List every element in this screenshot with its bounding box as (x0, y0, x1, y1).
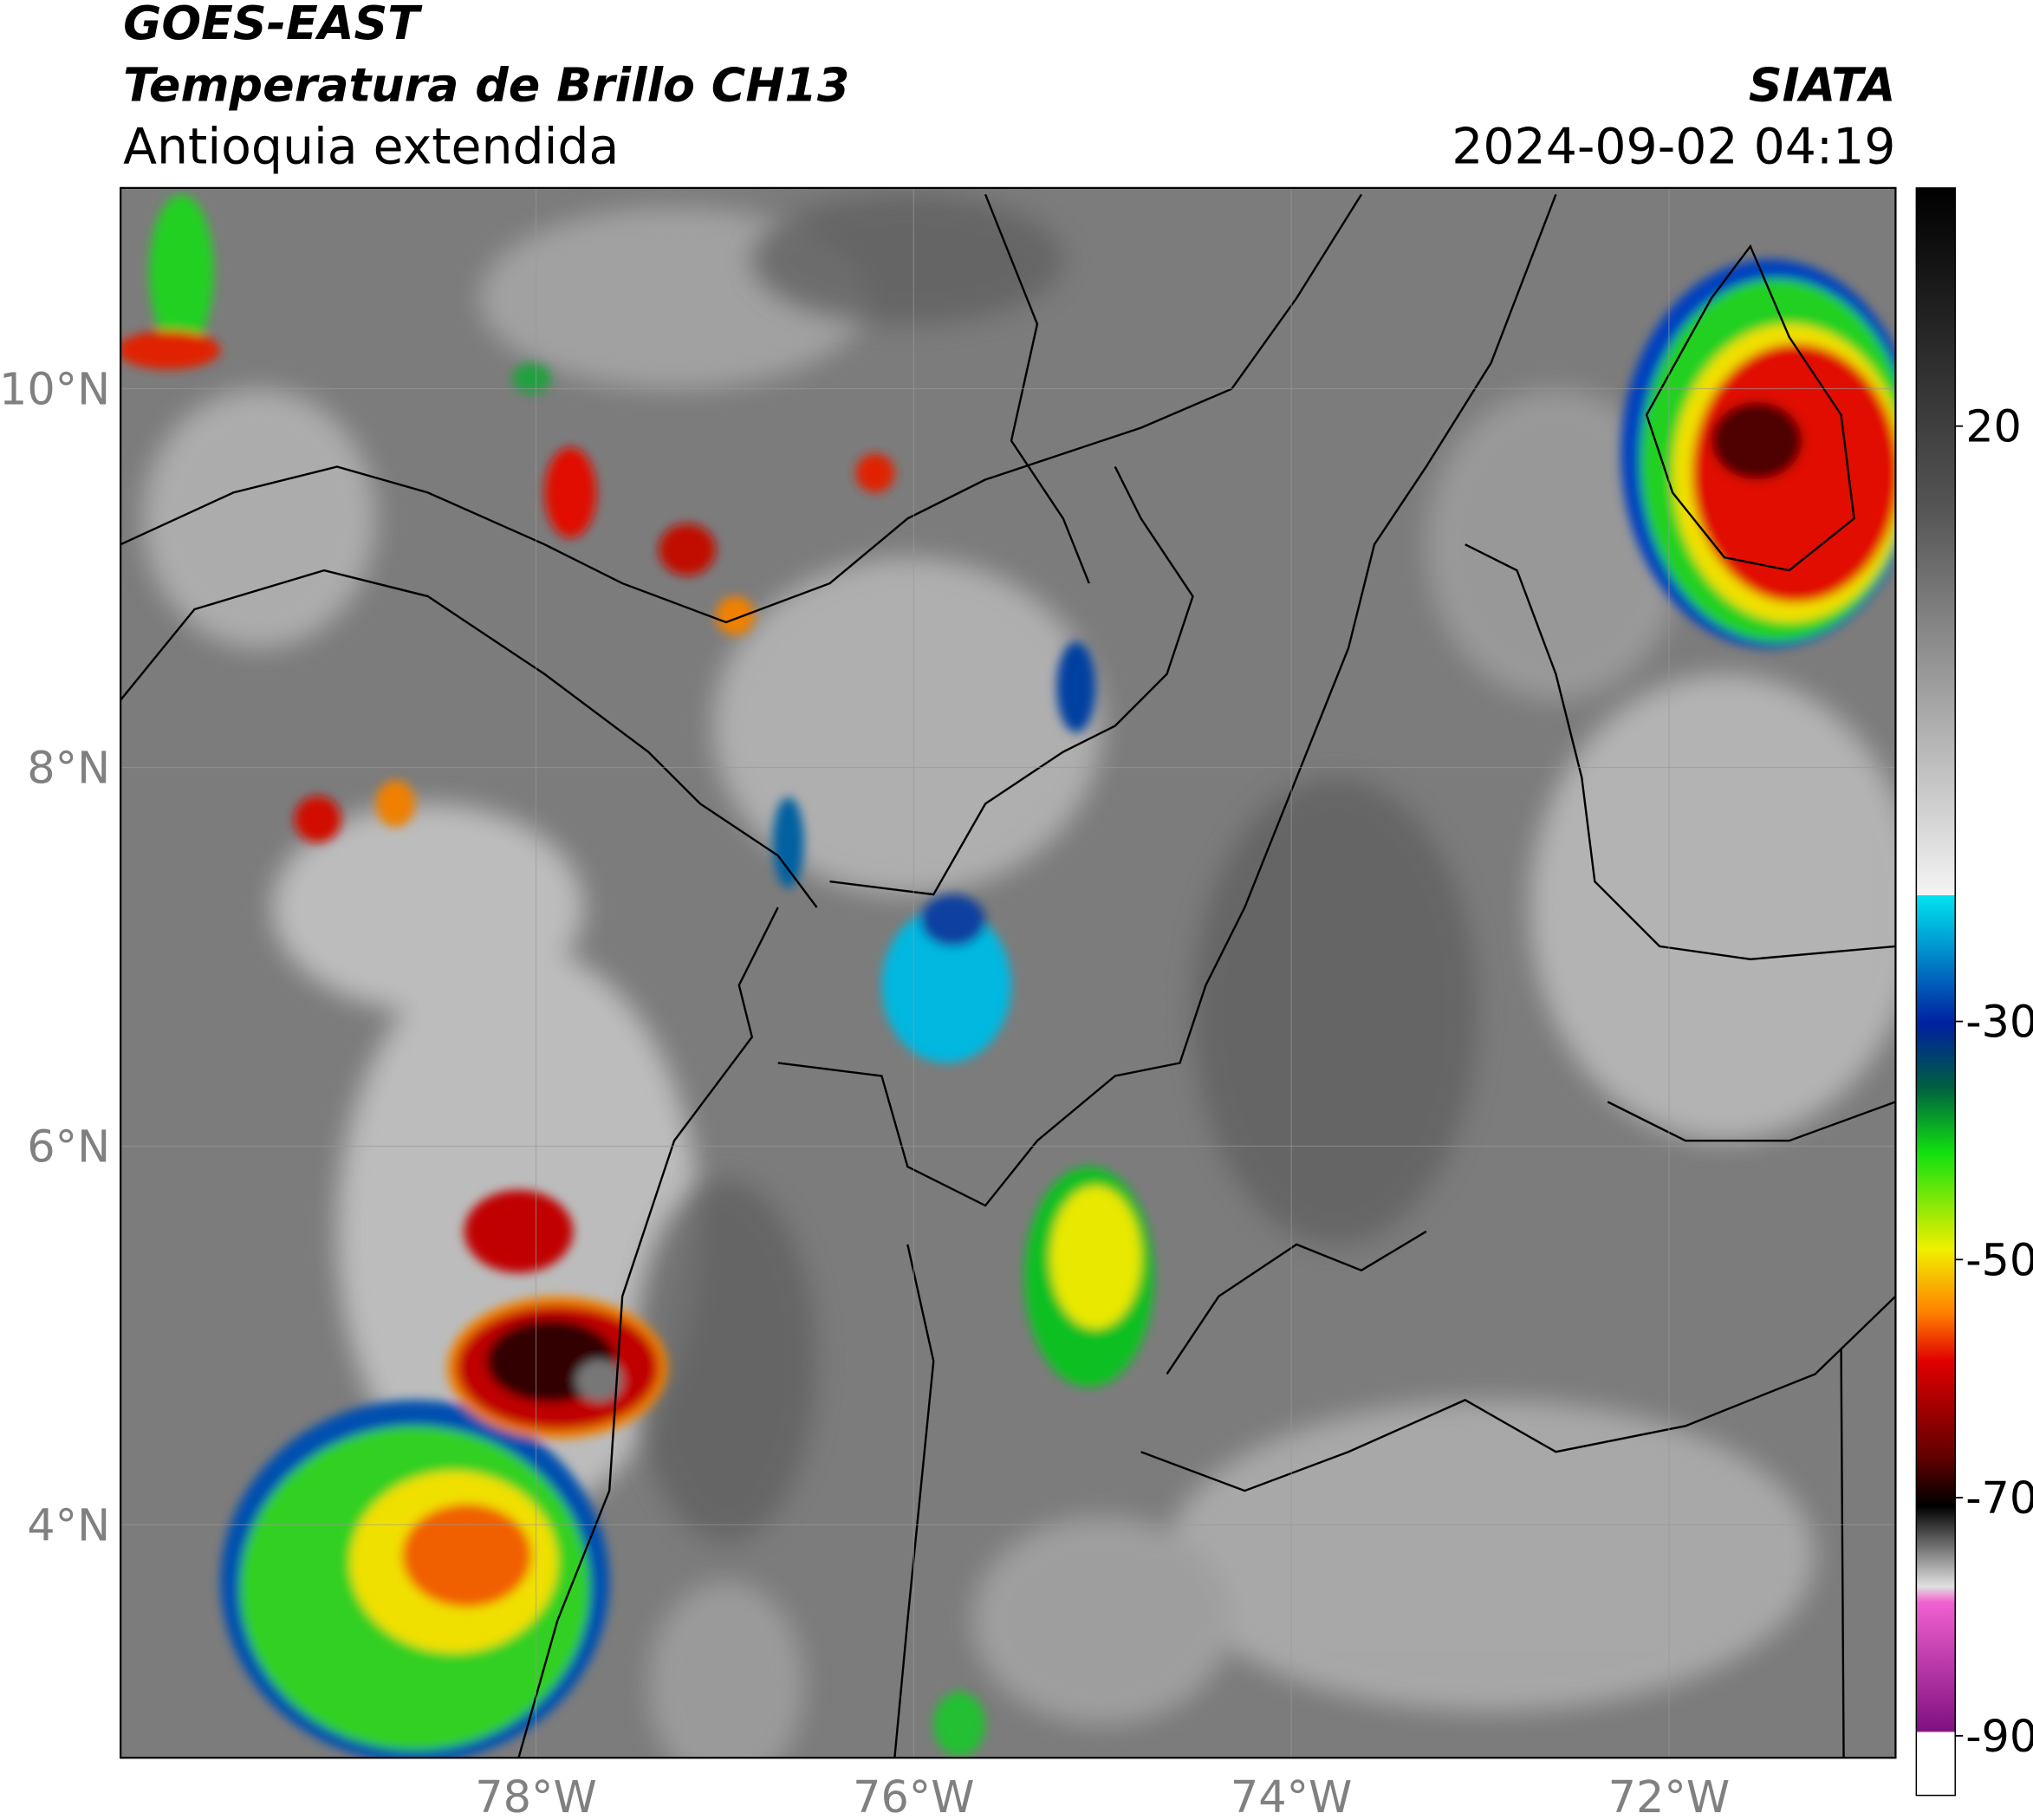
datetime: 2024-09-02 04:19 (1452, 118, 1895, 175)
colorbar-tick-label: -30 (1965, 997, 2033, 1048)
lat-tick-label: 10°N (0, 363, 110, 414)
colorbar-tick-label: -70 (1965, 1472, 2033, 1524)
region: Antioquia extendida (123, 118, 619, 175)
colorbar-tick-label: -50 (1965, 1234, 2033, 1285)
axes: 78°W 76°W 74°W 72°W 4°N 6°N 8°N 10°N -90 -70 -50 -3… (0, 363, 2033, 1820)
source: SIATA (1749, 58, 1896, 113)
graticule (120, 187, 1896, 1758)
lon-tick-label: 76°W (853, 1771, 974, 1820)
lat-tick-label: 6°N (27, 1121, 110, 1172)
lon-tick-label: 74°W (1231, 1771, 1352, 1820)
map-frame (120, 186, 1897, 1759)
lat-tick-label: 4°N (27, 1499, 110, 1550)
satellite-image (120, 187, 1896, 1758)
lon-tick-label: 78°W (475, 1771, 596, 1820)
colorbar-tick-label: 20 (1965, 401, 2022, 452)
lon-tick-label: 72°W (1608, 1771, 1730, 1820)
satellite: GOES-EAST (123, 0, 423, 50)
product: Temperatura de Brillo CH13 (123, 58, 849, 113)
colorbar-tick-label: -90 (1965, 1711, 2033, 1762)
lat-tick-label: 8°N (27, 742, 110, 793)
colorbar (1915, 187, 1956, 1797)
